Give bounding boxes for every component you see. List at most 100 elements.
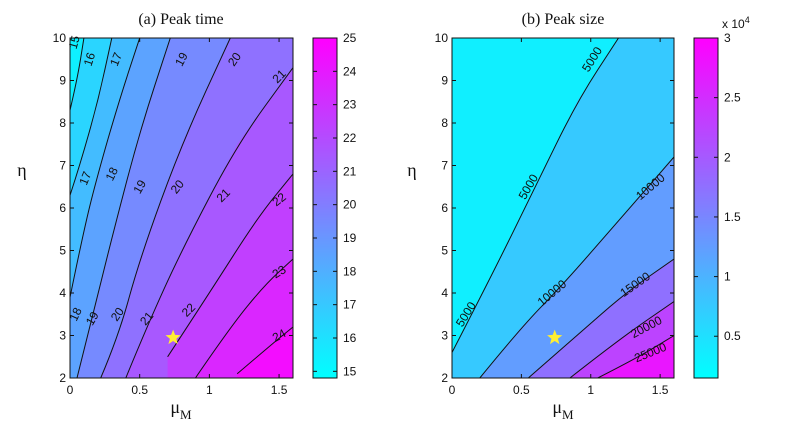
x-axis-label-main: μ xyxy=(170,397,180,417)
colorbar xyxy=(693,37,719,379)
colorbar-tick-label: 0.5 xyxy=(724,329,741,343)
contour-line-10000 xyxy=(479,156,674,378)
x-axis-label: μM xyxy=(552,397,574,422)
contour-line-5000 xyxy=(452,38,619,353)
x-axis-label-main: μ xyxy=(552,397,562,417)
contour-label-group: 16 xyxy=(81,50,99,67)
colorbar-ticks: 15 16 17 18 19 20 21 22 23 24 25 xyxy=(313,31,357,378)
contour-line-17 xyxy=(70,38,113,196)
contour-label: 24 xyxy=(270,326,289,345)
contour-label: 16 xyxy=(81,50,99,67)
y-tick-label: 9 xyxy=(59,74,66,88)
contour-label: 19 xyxy=(130,177,149,196)
y-axis: 2 3 4 5 6 7 8 9 10 xyxy=(435,31,674,385)
contour-line-19 xyxy=(76,38,171,378)
contour-label: 19 xyxy=(83,309,102,328)
x-tick-label: 0 xyxy=(67,383,74,397)
y-tick-label: 9 xyxy=(441,74,448,88)
contour-line-21 xyxy=(125,67,293,378)
x-axis-label: μM xyxy=(170,397,192,422)
x-tick-label: 0 xyxy=(449,383,456,397)
colorbar xyxy=(312,37,338,379)
x-tick-label: 1 xyxy=(206,383,213,397)
contour-label-group: 19 xyxy=(172,50,191,69)
contour-line-25000 xyxy=(597,335,674,378)
y-tick-label: 8 xyxy=(441,116,448,130)
contour-label-group: 24 xyxy=(270,326,289,345)
colorbar-tick-label: 21 xyxy=(343,164,357,178)
colorbar-ticks: 0.5 1 1.5 2 2.5 3 xyxy=(694,31,741,343)
x-tick-label: 1.5 xyxy=(652,383,669,397)
colorbar-tick-label: 18 xyxy=(343,264,357,278)
colorbar-tick-label: 16 xyxy=(343,331,357,345)
colorbar-exponent-power: 4 xyxy=(745,15,750,25)
y-tick-label: 5 xyxy=(441,244,448,258)
contour-label-group: 19 xyxy=(83,309,102,328)
contour-label-group: 17 xyxy=(76,169,94,187)
contour-label: 18 xyxy=(66,305,84,323)
y-tick-label: 3 xyxy=(441,329,448,343)
contour-band-25000 xyxy=(597,335,674,378)
chart-title: (a) Peak time xyxy=(138,11,223,28)
x-tick-label: 0.5 xyxy=(513,383,530,397)
y-tick-label: 2 xyxy=(441,371,448,385)
x-tick-label: 1 xyxy=(587,383,594,397)
contour-fill xyxy=(70,38,293,378)
marker-star-shape xyxy=(165,329,181,345)
colorbar-exponent: x 104 xyxy=(722,15,750,31)
x-axis: 0 0.5 1 1.5 xyxy=(449,38,669,397)
y-tick-label: 10 xyxy=(435,31,449,45)
contour-line-20000 xyxy=(569,301,674,378)
contour-fill xyxy=(452,38,674,378)
marker-star xyxy=(165,329,181,345)
chart-title: (b) Peak size xyxy=(522,11,605,28)
colorbar-tick-label: 1.5 xyxy=(724,210,741,224)
y-tick-label: 10 xyxy=(53,31,67,45)
y-axis: 2 3 4 5 6 7 8 9 10 xyxy=(53,31,293,385)
y-axis-label: η xyxy=(407,160,416,180)
x-tick-label: 1.5 xyxy=(271,383,288,397)
y-tick-label: 2 xyxy=(59,371,66,385)
y-tick-label: 4 xyxy=(441,286,448,300)
contour-lines xyxy=(70,38,293,378)
contour-label: 18 xyxy=(103,165,122,183)
colorbar-tick-label: 20 xyxy=(343,198,357,212)
y-tick-label: 7 xyxy=(441,159,448,173)
colorbar-exponent-base: x 10 xyxy=(722,17,745,31)
marker-star xyxy=(547,329,563,345)
marker-star-shape xyxy=(547,329,563,345)
x-axis-label-subscript: M xyxy=(180,407,192,422)
colorbar-tick-label: 25 xyxy=(343,31,357,45)
contour-lines xyxy=(452,38,674,378)
contour-band-24 xyxy=(237,327,293,378)
contour-label-group: 19 xyxy=(130,177,149,196)
contour-line-18 xyxy=(70,38,141,298)
contour-label: 17 xyxy=(107,50,125,68)
contour-label: 19 xyxy=(172,50,191,69)
contour-line-16 xyxy=(70,38,85,111)
x-axis: 0 0.5 1 1.5 xyxy=(67,38,288,397)
contour-line-23 xyxy=(194,258,293,378)
colorbar-tick-label: 2 xyxy=(724,150,731,164)
colorbar-tick-label: 19 xyxy=(343,231,357,245)
contour-label-group: 18 xyxy=(66,305,84,323)
contour-line-15000 xyxy=(527,258,674,378)
y-tick-label: 4 xyxy=(59,286,66,300)
contour-label-group: 18 xyxy=(103,165,122,183)
x-tick-label: 0.5 xyxy=(131,383,148,397)
x-axis-label-subscript: M xyxy=(562,407,574,422)
y-tick-label: 6 xyxy=(441,201,448,215)
contour-line-22 xyxy=(167,173,293,358)
y-tick-label: 6 xyxy=(59,201,66,215)
colorbar-tick-label: 2.5 xyxy=(724,91,741,105)
colorbar-tick-label: 17 xyxy=(343,298,357,312)
contour-label: 17 xyxy=(76,169,94,187)
y-axis-label: η xyxy=(17,160,26,180)
y-tick-label: 7 xyxy=(59,159,66,173)
colorbar-tick-label: 1 xyxy=(724,270,731,284)
colorbar-tick-label: 24 xyxy=(343,64,357,78)
contour-line-20 xyxy=(100,38,231,378)
